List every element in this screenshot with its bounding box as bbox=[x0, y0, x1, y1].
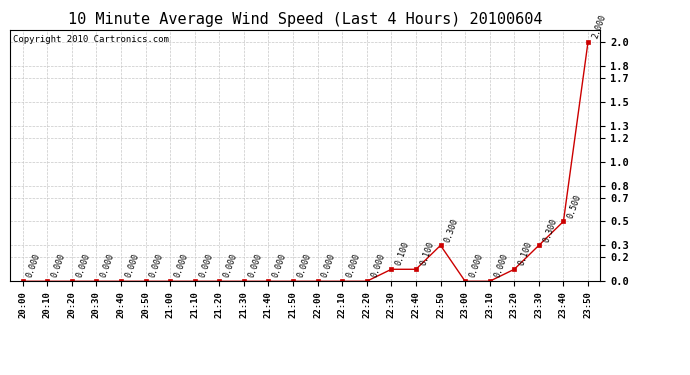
Text: 0.000: 0.000 bbox=[222, 252, 239, 279]
Text: 0.000: 0.000 bbox=[468, 252, 485, 279]
Text: 0.000: 0.000 bbox=[50, 252, 67, 279]
Text: 0.000: 0.000 bbox=[26, 252, 42, 279]
Text: 0.000: 0.000 bbox=[246, 252, 264, 279]
Text: 0.300: 0.300 bbox=[542, 217, 559, 243]
Text: 0.000: 0.000 bbox=[148, 252, 166, 279]
Text: 0.000: 0.000 bbox=[370, 252, 386, 279]
Text: 0.000: 0.000 bbox=[75, 252, 92, 279]
Text: 0.000: 0.000 bbox=[197, 252, 215, 279]
Text: 0.500: 0.500 bbox=[566, 193, 583, 219]
Text: 0.000: 0.000 bbox=[173, 252, 190, 279]
Text: 2.000: 2.000 bbox=[591, 13, 608, 40]
Text: 0.100: 0.100 bbox=[517, 240, 534, 267]
Text: 0.100: 0.100 bbox=[394, 240, 411, 267]
Title: 10 Minute Average Wind Speed (Last 4 Hours) 20100604: 10 Minute Average Wind Speed (Last 4 Hou… bbox=[68, 12, 542, 27]
Text: 0.000: 0.000 bbox=[493, 252, 509, 279]
Text: 0.100: 0.100 bbox=[419, 240, 435, 267]
Text: 0.000: 0.000 bbox=[124, 252, 141, 279]
Text: Copyright 2010 Cartronics.com: Copyright 2010 Cartronics.com bbox=[13, 35, 169, 44]
Text: 0.000: 0.000 bbox=[271, 252, 288, 279]
Text: 0.000: 0.000 bbox=[99, 252, 116, 279]
Text: 0.000: 0.000 bbox=[345, 252, 362, 279]
Text: 0.000: 0.000 bbox=[296, 252, 313, 279]
Text: 0.000: 0.000 bbox=[320, 252, 337, 279]
Text: 0.300: 0.300 bbox=[443, 217, 460, 243]
